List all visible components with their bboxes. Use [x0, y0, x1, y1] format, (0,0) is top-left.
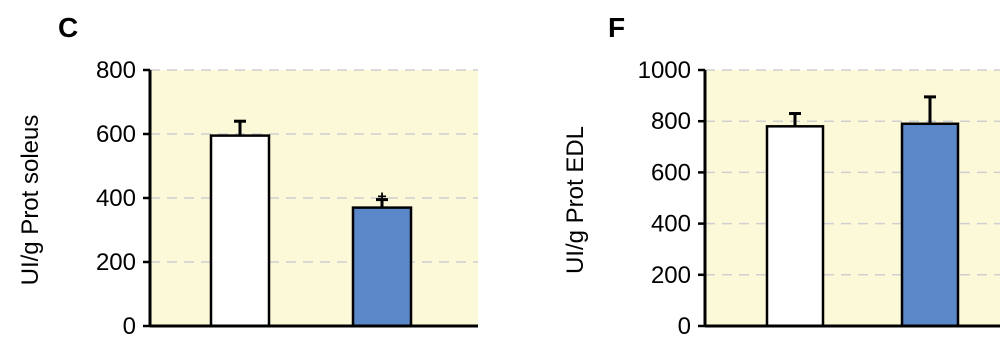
panel-f: F UI/g Prot EDL 0 200 400 600 800 1000 — [562, 12, 1000, 338]
y-tick-label: 200 — [651, 262, 691, 289]
y-tick-label: 600 — [96, 121, 136, 148]
bar — [209, 134, 271, 328]
y-tick-label: 400 — [96, 185, 136, 212]
y-axis-title: UI/g Prot soleus — [17, 115, 44, 286]
bar — [351, 206, 413, 328]
panel-c: C UI/g Prot soleus +0 200 400 600 800 — [17, 12, 478, 338]
y-tick-label: 1000 — [638, 57, 691, 84]
y-axis-title: UI/g Prot EDL — [562, 126, 589, 274]
panel-letter: F — [608, 12, 625, 43]
y-tick-label: 0 — [123, 313, 136, 338]
y-tick-label: 600 — [651, 159, 691, 186]
bar — [900, 122, 960, 328]
y-tick-label: 800 — [651, 108, 691, 135]
y-tick-label: 400 — [651, 211, 691, 238]
y-tick-label: 800 — [96, 57, 136, 84]
panel-letter: C — [58, 12, 78, 43]
y-tick-label: 0 — [678, 313, 691, 338]
significance-marker: + — [377, 189, 386, 206]
bar — [765, 125, 825, 328]
y-tick-label: 200 — [96, 249, 136, 276]
